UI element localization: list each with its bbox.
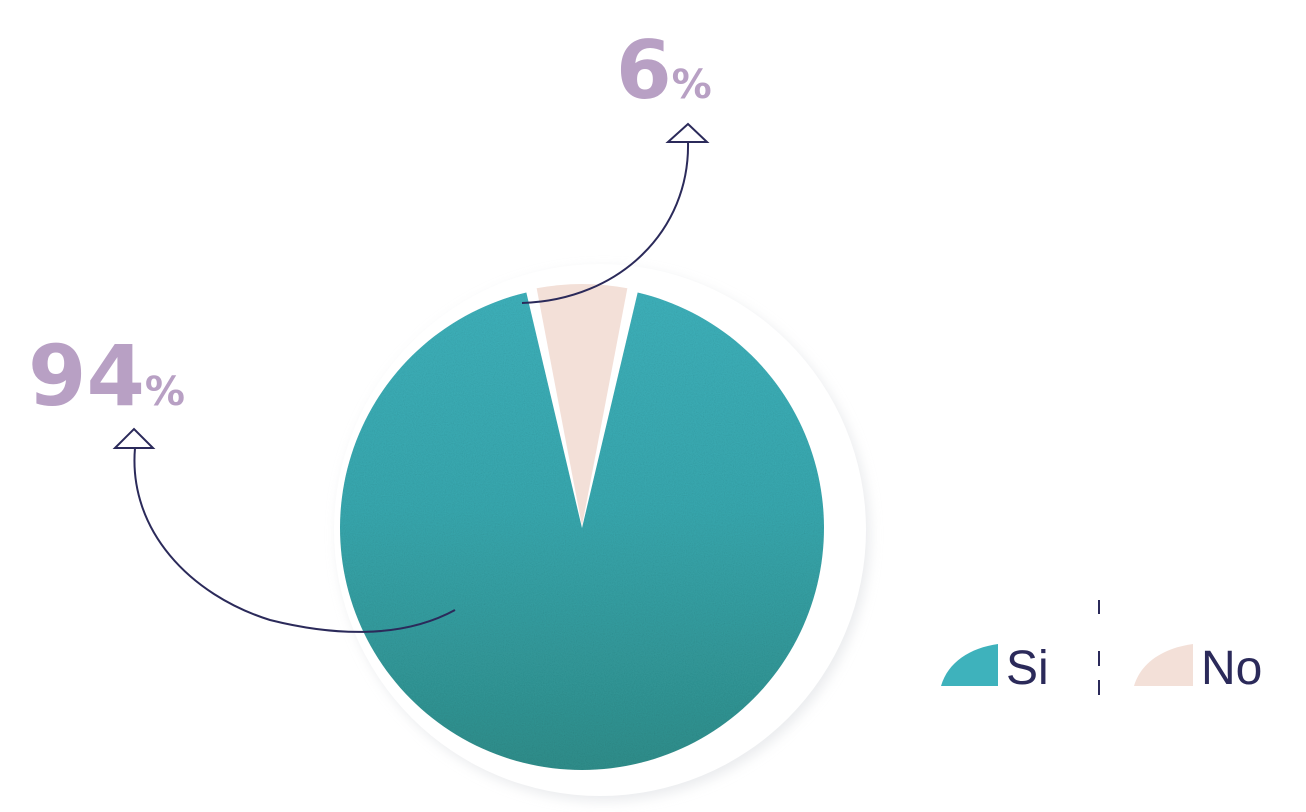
legend-swatch-no — [1134, 644, 1193, 686]
pie-slice-no — [536, 284, 628, 526]
legend-swatch-si — [941, 644, 998, 686]
pie-slice-si — [340, 292, 825, 770]
legend-label-si: Si — [1006, 642, 1049, 695]
no-value-label: 6% — [616, 24, 712, 117]
legend: Si No — [941, 600, 1262, 695]
legend-label-no: No — [1201, 642, 1262, 695]
si-value-label: 94% — [28, 327, 185, 425]
si-leader-arrow — [112, 427, 456, 633]
pie-slices — [340, 284, 825, 770]
no-leader-arrow — [521, 122, 710, 304]
